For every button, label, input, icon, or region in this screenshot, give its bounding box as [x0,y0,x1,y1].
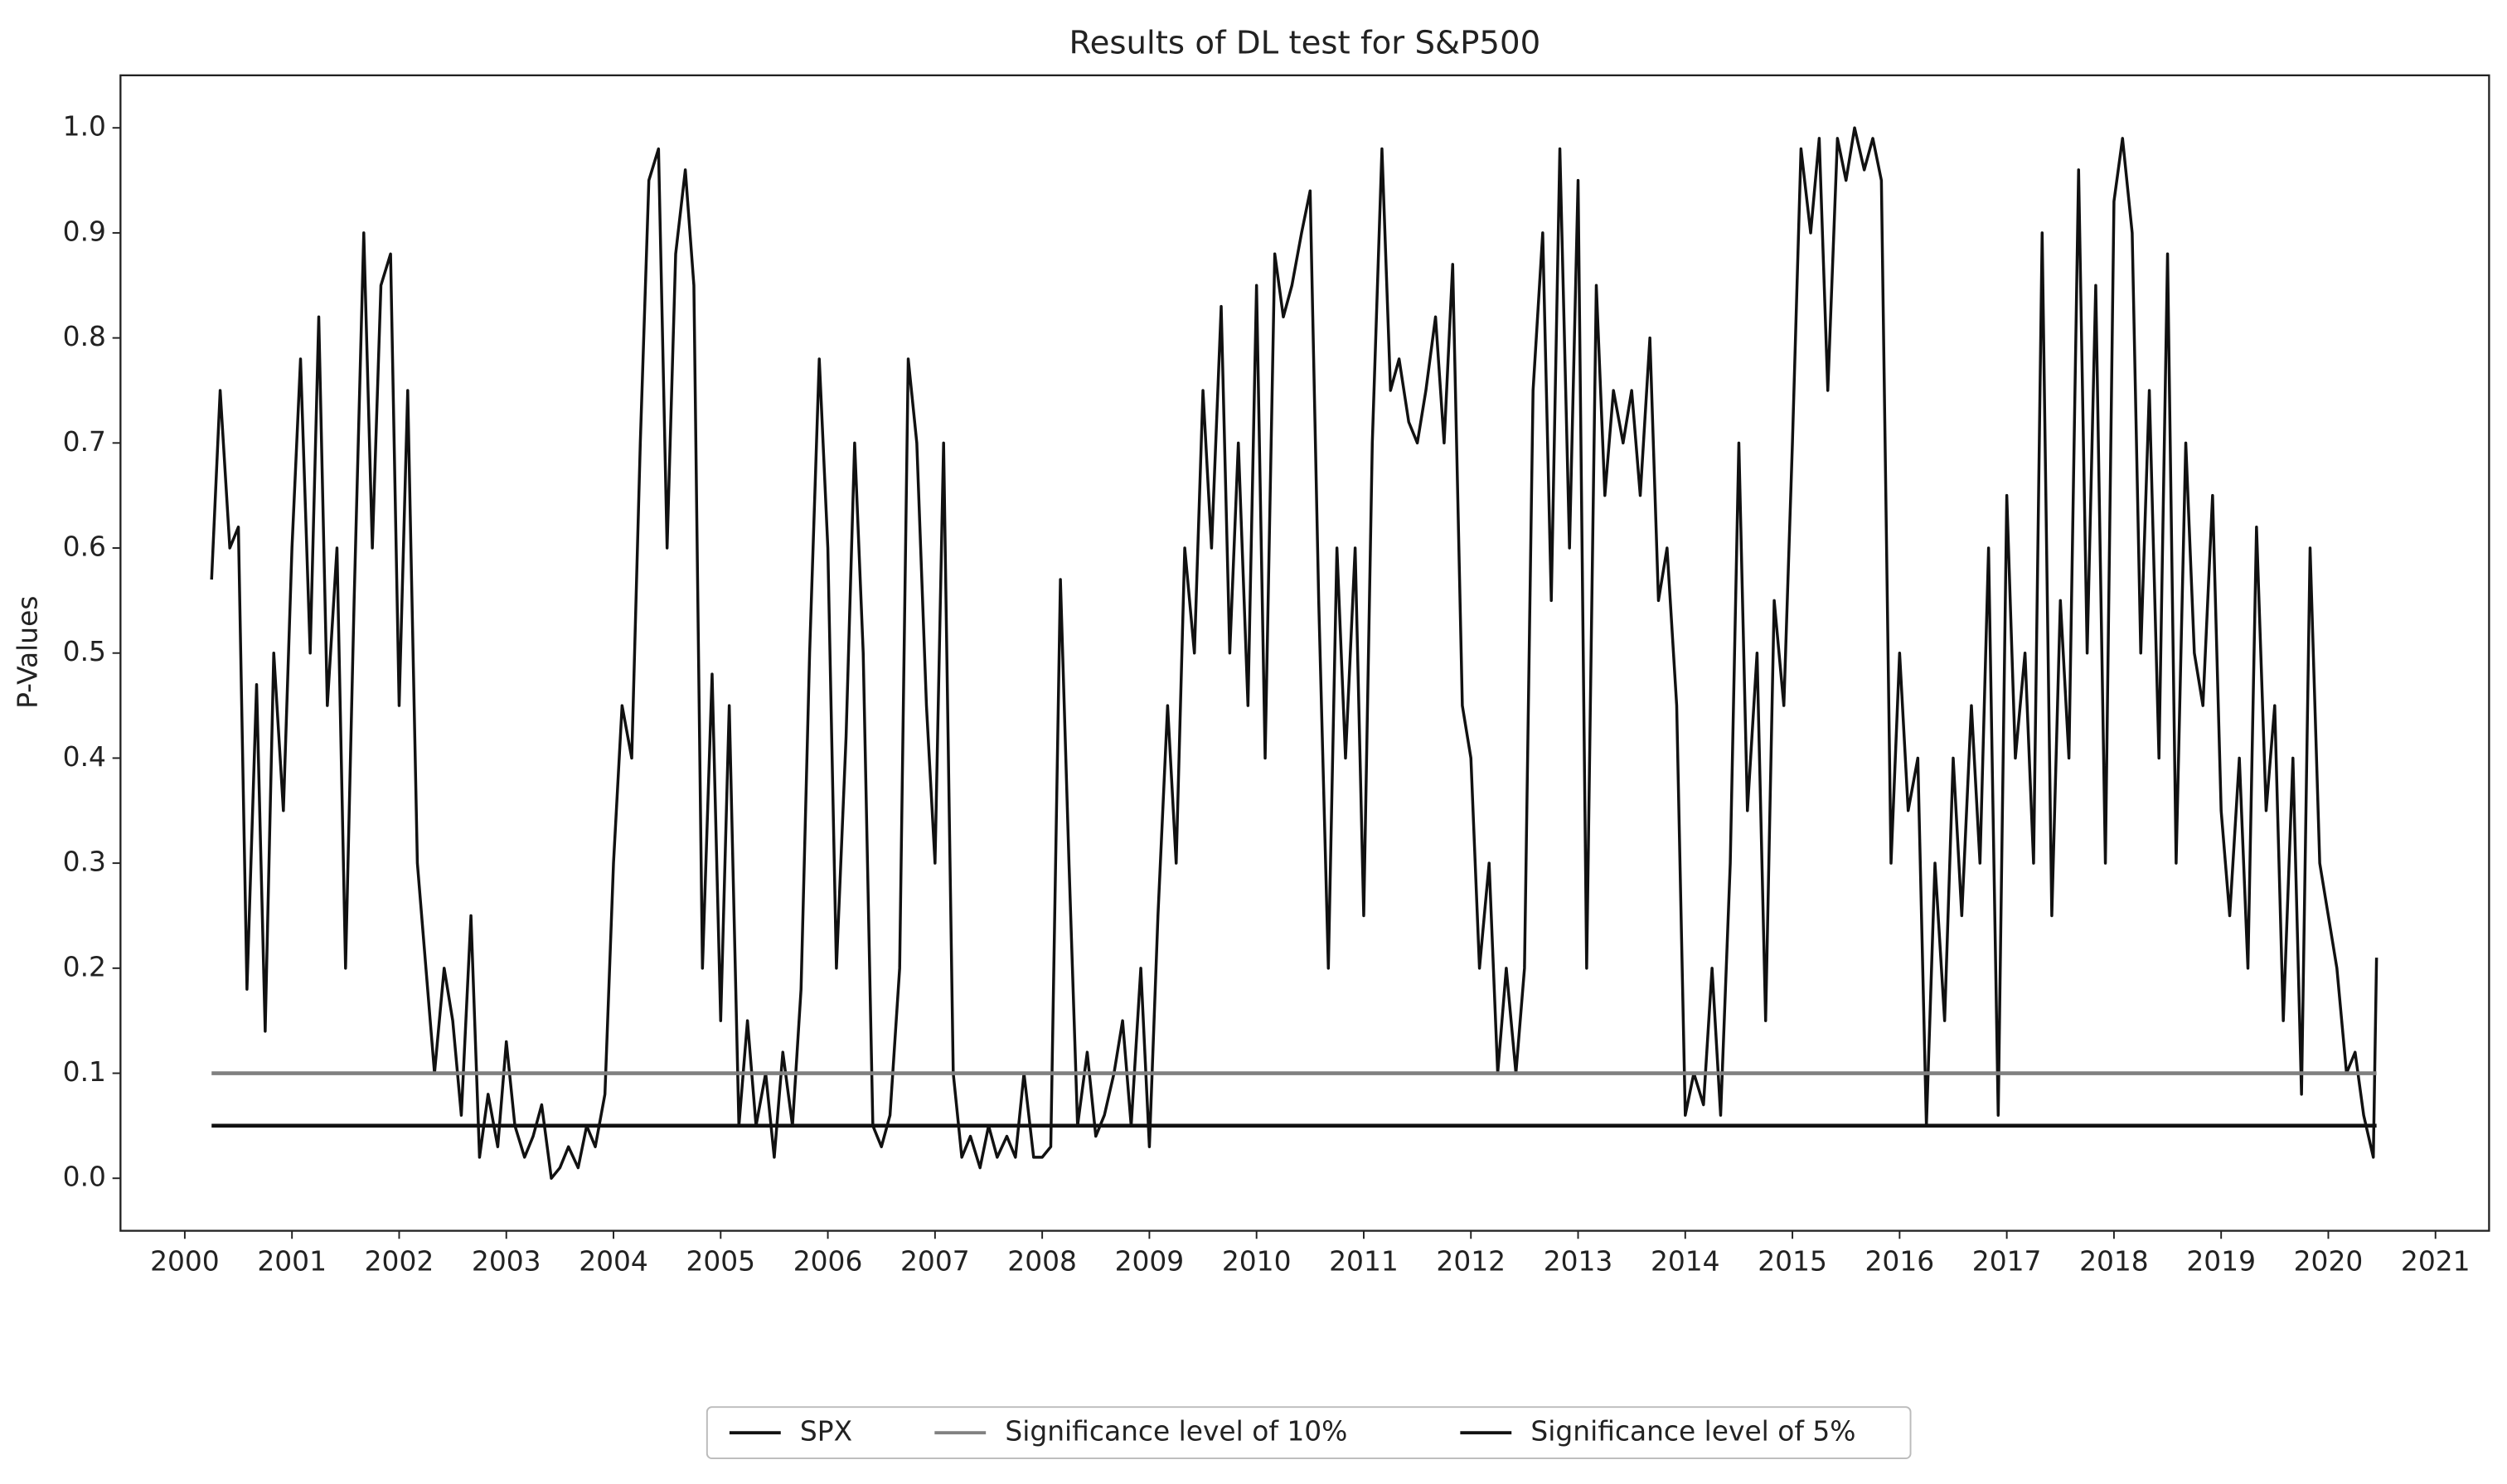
x-tick-label: 2005 [686,1245,755,1278]
chart-title: Results of DL test for S&P500 [1069,25,1540,62]
line-series [210,126,2378,1180]
x-tick-label: 2012 [1436,1245,1506,1278]
x-tick-label: 2021 [2401,1245,2471,1278]
x-tick-label: 2014 [1651,1245,1720,1278]
x-tick-label: 2019 [2186,1245,2256,1278]
x-tick-label: 2013 [1544,1245,1613,1278]
x-tick-label: 2004 [579,1245,648,1278]
x-tick-label: 2003 [472,1245,541,1278]
x-tick-label: 2006 [793,1245,863,1278]
x-tick-label: 2000 [150,1245,220,1278]
x-tick-label: 2016 [1865,1245,1935,1278]
y-tick-label: 0.3 [63,846,106,878]
x-tick-label: 2001 [257,1245,327,1278]
y-tick-label: 0.1 [63,1055,106,1088]
legend-box [706,1406,1912,1460]
y-tick-label: 1.0 [63,110,106,143]
y-tick-label: 0.4 [63,740,106,773]
y-tick-label: 0.6 [63,531,106,563]
y-tick-label: 0.7 [63,425,106,458]
x-tick-label: 2008 [1007,1245,1077,1278]
y-tick-label: 0.8 [63,320,106,352]
y-tick-label: 0.9 [63,215,106,247]
legend-label: Significance level of 10% [1005,1415,1347,1448]
y-axis-label: P-Values [12,596,44,709]
x-tick-label: 2011 [1329,1245,1399,1278]
legend-label: SPX [800,1415,852,1448]
x-tick-label: 2009 [1115,1245,1185,1278]
legend-label: Significance level of 5% [1530,1415,1855,1448]
x-tick-label: 2007 [900,1245,970,1278]
x-tick-label: 2010 [1222,1245,1292,1278]
x-tick-label: 2002 [365,1245,434,1278]
y-tick-label: 0.0 [63,1161,106,1193]
x-tick-label: 2018 [2079,1245,2149,1278]
x-tick-label: 2015 [1758,1245,1827,1278]
y-tick-label: 0.2 [63,950,106,982]
x-tick-label: 2020 [2294,1245,2364,1278]
x-tick-label: 2017 [1972,1245,2042,1278]
y-tick-label: 0.5 [63,635,106,667]
